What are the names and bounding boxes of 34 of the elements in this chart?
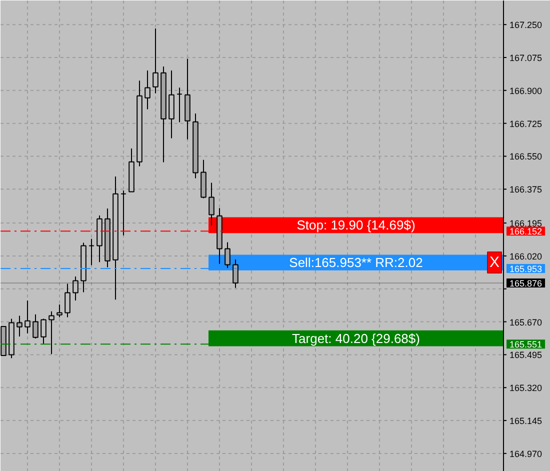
y-tick-label: 166.020 xyxy=(510,251,542,262)
candlestick xyxy=(88,238,94,266)
y-tick-label: 167.250 xyxy=(510,20,542,30)
candlestick xyxy=(176,87,182,123)
ref-line-label: 165.876 xyxy=(510,278,542,289)
y-tick-label: 166.550 xyxy=(510,152,542,162)
ref-line-label: 165.953 xyxy=(510,264,542,274)
y-tick-label: 164.970 xyxy=(510,448,542,459)
band-label: Stop: 19.90 {14.69$) xyxy=(296,218,416,233)
ref-line-label: 166.152 xyxy=(510,226,542,237)
y-tick-label: 167.075 xyxy=(510,52,542,63)
candlestick xyxy=(48,310,54,355)
y-tick-label: 166.375 xyxy=(510,184,542,195)
candlestick xyxy=(120,190,126,236)
y-tick-label: 165.495 xyxy=(510,350,542,360)
y-tick-label: 166.195 xyxy=(510,218,542,229)
y-tick-label: 165.670 xyxy=(510,317,542,328)
band-label: Sell:165.953** RR:2.02 xyxy=(289,255,423,270)
candlestick xyxy=(168,70,174,139)
candlestick xyxy=(64,283,70,318)
annotation: X xyxy=(489,254,500,272)
candlestick xyxy=(40,318,46,346)
y-tick-label: 165.145 xyxy=(510,416,542,426)
candlestick xyxy=(152,28,158,94)
ref-line-label: 165.551 xyxy=(510,340,542,350)
y-tick-label: 166.900 xyxy=(510,86,542,96)
candlestick xyxy=(72,276,78,302)
candlestick xyxy=(144,70,150,110)
band-label: Target: 40.20 {29.68$) xyxy=(292,330,420,346)
candlestick xyxy=(24,300,30,334)
y-tick-label: 165.320 xyxy=(510,383,542,394)
candlestick xyxy=(224,242,230,269)
candlestick xyxy=(56,304,62,318)
y-tick-label: 166.725 xyxy=(510,118,542,129)
